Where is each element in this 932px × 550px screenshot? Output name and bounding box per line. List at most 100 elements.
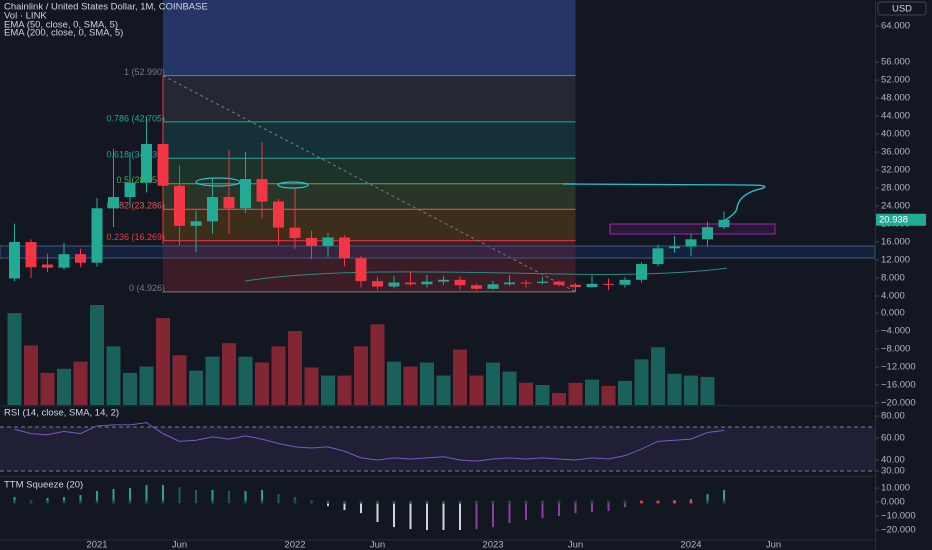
last-price-badge	[876, 213, 926, 226]
y-tick-label: 48.000	[881, 93, 910, 104]
squeeze-bar	[343, 502, 346, 511]
candle-body	[190, 221, 202, 226]
candle-body	[322, 237, 334, 247]
volume-legend: Vol · LINK	[4, 11, 47, 22]
candle-body	[586, 283, 598, 288]
currency-label[interactable]: USD	[892, 4, 912, 15]
candle-body	[9, 242, 20, 279]
squeeze-dot	[425, 500, 429, 504]
y-tick-label: 0.000	[881, 308, 905, 319]
volume-bar	[354, 346, 368, 405]
y-tick-label: 24.000	[881, 201, 910, 212]
volume-bar	[73, 361, 88, 405]
squeeze-dot	[276, 500, 281, 504]
squeeze-dot	[705, 500, 710, 504]
squeeze-dot	[557, 500, 561, 504]
candle-body	[570, 284, 581, 288]
y-tick-label: 64.000	[881, 21, 910, 32]
squeeze-dot	[656, 500, 660, 504]
squeeze-bar	[96, 491, 98, 503]
y-tick-label: 52.000	[881, 75, 910, 86]
volume-bar	[123, 372, 137, 405]
squeeze-bar	[244, 491, 247, 503]
axis-labels: 64.000 56.000 52.000 48.000 44.000 40.000 36.0…	[86, 21, 926, 550]
candle-body	[256, 179, 268, 202]
volume-bar	[601, 385, 616, 405]
volume-bar	[700, 376, 715, 405]
squeeze-dot	[689, 500, 693, 504]
fib-label: 0.786 (42.705)	[106, 113, 165, 123]
volume-bar	[420, 362, 434, 405]
volume-bar	[156, 318, 170, 405]
squeeze-bar	[277, 494, 280, 503]
fib-label: 0.5 (28.958)	[116, 175, 165, 185]
volume-bar	[519, 382, 533, 405]
projection-path	[562, 183, 766, 224]
fib-band	[163, 158, 576, 184]
squeeze-dot	[392, 500, 396, 504]
fib-top-zone	[163, 0, 576, 76]
squeeze-dot	[45, 500, 50, 504]
y-tick-label: 28.000	[881, 183, 910, 194]
currency-box[interactable]	[877, 1, 927, 16]
candle-body	[75, 254, 86, 263]
squeeze-dot	[458, 500, 462, 504]
squeeze-bar	[112, 489, 115, 503]
volume-bar	[502, 371, 517, 405]
y-tick-label: −4.000	[881, 326, 910, 337]
rsi-line	[14, 422, 725, 462]
candle-body	[372, 281, 383, 287]
squeeze-dot	[722, 500, 726, 504]
squeeze-bar	[13, 497, 16, 503]
y-tick-label: −20.000	[881, 397, 916, 408]
fib-label: 1 (52.990)	[124, 67, 165, 77]
squeeze-bar	[195, 490, 197, 503]
volume-bar	[535, 385, 550, 405]
squeeze-bar	[46, 498, 49, 503]
chart-title: Chainlink / United States Dollar, 1M, CO…	[4, 2, 208, 13]
squeeze-dot	[491, 500, 495, 504]
volume-bar	[667, 373, 682, 405]
y-tick-label: 40.00	[881, 455, 905, 466]
last-price-label: 20.938	[879, 214, 908, 225]
volume-bar	[238, 356, 253, 405]
x-tick-label: Jun	[370, 540, 385, 550]
volume-bar	[403, 366, 418, 405]
y-tick-label: 56.000	[881, 57, 910, 68]
volume-bar	[436, 375, 451, 405]
squeeze-bar	[475, 502, 478, 530]
squeeze-bar	[508, 502, 511, 524]
y-tick-label: −12.000	[881, 362, 916, 373]
x-tick-label: 2021	[86, 540, 107, 550]
volume-bar	[651, 347, 665, 405]
candle-body	[174, 185, 185, 226]
candle-body	[619, 279, 631, 285]
marks	[7, 75, 731, 531]
volume-bar	[222, 343, 236, 405]
candle-body	[207, 197, 218, 222]
candle-body	[339, 237, 350, 259]
volume-bar	[585, 379, 599, 405]
fib-label: 0.618 (34.630)	[106, 150, 165, 160]
fib-label: 0.236 (16.269)	[106, 232, 165, 242]
candle-body	[537, 281, 548, 283]
candle-body	[454, 279, 466, 286]
volume-bar	[40, 372, 55, 405]
volume-bar	[453, 349, 467, 405]
x-tick-label: 2022	[284, 540, 305, 550]
volume-bar	[106, 346, 121, 405]
squeeze-bar	[409, 502, 412, 530]
candle-body	[141, 143, 152, 183]
candle-body	[223, 197, 235, 209]
volume-bar	[370, 324, 385, 405]
fib-band	[163, 121, 576, 159]
squeeze-bar	[624, 502, 626, 508]
volume-bar	[172, 355, 187, 405]
squeeze-dot	[243, 500, 248, 504]
y-tick-label: −8.000	[881, 344, 910, 355]
volume-bar	[684, 375, 698, 405]
indicator-legend: EMA (50, close, 0, SMA, 5)	[4, 20, 118, 31]
squeeze-dot	[639, 500, 644, 504]
y-tick-label: 36.000	[881, 147, 910, 158]
